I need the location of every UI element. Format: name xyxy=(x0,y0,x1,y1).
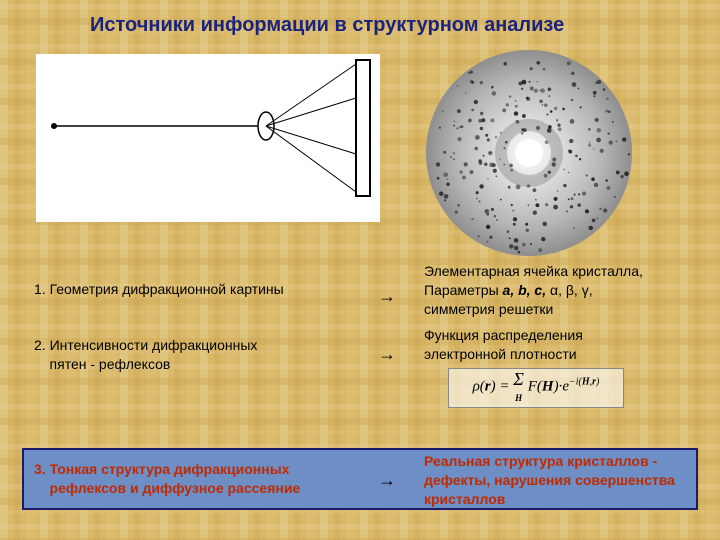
item1-left: 1. Геометрия дифракционной картины xyxy=(34,280,354,299)
diffraction-pattern xyxy=(424,48,634,258)
arrow-icon: → xyxy=(378,286,396,307)
density-formula: ρ(r) = ΣH F(H)·e−i(H,r) xyxy=(448,368,624,408)
arrow-icon: → xyxy=(378,344,396,365)
item2-right: Функция распределения электронной плотно… xyxy=(424,326,684,364)
item3-right: Реальная структура кристаллов - дефекты,… xyxy=(424,452,704,509)
arrow-icon: → xyxy=(378,470,396,491)
item2-left: 2. Интенсивности дифракционных пятен - р… xyxy=(34,336,354,374)
page-title: Источники информации в структурном анали… xyxy=(90,14,564,37)
item1-right: Элементарная ячейка кристалла,Параметры … xyxy=(424,262,704,319)
beam-diagram xyxy=(36,54,380,222)
item3-left: 3. Тонкая структура дифракционных рефлек… xyxy=(34,460,364,498)
